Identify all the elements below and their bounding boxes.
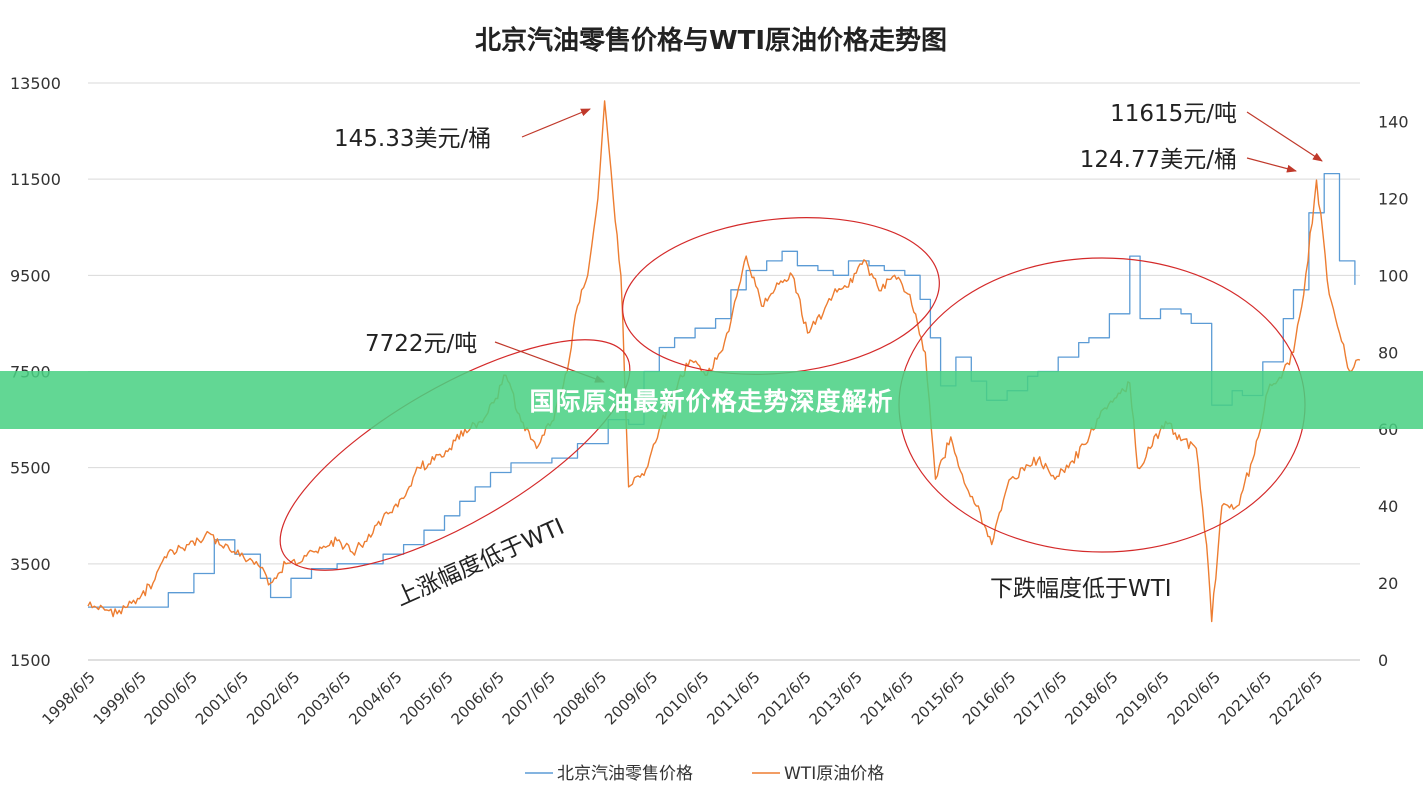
x-tick-label: 2015/6/5: [908, 668, 968, 728]
x-tick-label: 2004/6/5: [345, 668, 405, 728]
title-banner: 国际原油最新价格走势深度解析: [0, 371, 1423, 429]
annotation-fall-note: 下跌幅度低于WTI: [990, 576, 1172, 602]
x-tick-label: 1999/6/5: [90, 668, 150, 728]
y-right-tick-label: 100: [1378, 266, 1409, 285]
y-left-tick-label: 9500: [10, 266, 51, 285]
x-tick-label: 2014/6/5: [857, 668, 917, 728]
legend: 北京汽油零售价格 WTI原油价格: [525, 764, 884, 784]
x-tick-label: 2009/6/5: [601, 668, 661, 728]
x-tick-label: 2010/6/5: [652, 668, 712, 728]
ellipse-plateau: [622, 217, 940, 375]
x-axis: 1998/6/51999/6/52000/6/52001/6/52002/6/5…: [38, 659, 1360, 728]
x-tick-label: 2016/6/5: [959, 668, 1019, 728]
x-tick-label: 1998/6/5: [38, 668, 98, 728]
arrow-wti-peak-2008: [521, 108, 591, 138]
x-tick-label: 2011/6/5: [703, 668, 763, 728]
wti-crude-series-line: [87, 100, 1361, 623]
annotations: 145.33美元/桶 7722元/吨 11615元/吨 124.77美元/桶上涨幅度低…: [334, 101, 1323, 612]
x-tick-label: 2019/6/5: [1113, 668, 1173, 728]
x-tick-label: 2007/6/5: [499, 668, 559, 728]
y-right-tick-label: 80: [1378, 343, 1398, 362]
x-tick-label: 2001/6/5: [192, 668, 252, 728]
chart-title: 北京汽油零售价格与WTI原油价格走势图: [475, 25, 947, 56]
x-tick-label: 2017/6/5: [1010, 668, 1070, 728]
y-right-tick-label: 0: [1378, 651, 1388, 670]
banner-title: 国际原油最新价格走势深度解析: [529, 387, 894, 416]
x-tick-label: 2020/6/5: [1164, 668, 1224, 728]
y-right-tick-label: 40: [1378, 497, 1398, 516]
y-right-tick-label: 20: [1378, 574, 1398, 593]
y-left-tick-label: 1500: [10, 651, 51, 670]
arrow-wti-peak-2022: [1246, 157, 1297, 173]
annotation-beijing-2008: 7722元/吨: [365, 331, 477, 357]
y-right-tick-label: 140: [1378, 112, 1409, 131]
legend-label-wti: WTI原油价格: [784, 764, 884, 784]
annotation-wti-2008-peak: 145.33美元/桶: [334, 126, 491, 152]
annotation-wti-2022-peak: 124.77美元/桶: [1080, 147, 1237, 173]
annotation-rise-note: 上涨幅度低于WTI: [392, 514, 568, 612]
x-tick-label: 2006/6/5: [448, 668, 508, 728]
legend-label-beijing: 北京汽油零售价格: [557, 764, 693, 784]
y-left-tick-label: 13500: [10, 74, 61, 93]
x-tick-label: 2003/6/5: [294, 668, 354, 728]
x-tick-label: 2012/6/5: [755, 668, 815, 728]
y-right-tick-label: 120: [1378, 189, 1409, 208]
x-tick-label: 2021/6/5: [1215, 668, 1275, 728]
x-tick-label: 2000/6/5: [141, 668, 201, 728]
y-left-tick-label: 11500: [10, 170, 61, 189]
x-tick-label: 2013/6/5: [806, 668, 866, 728]
x-tick-label: 2018/6/5: [1061, 668, 1121, 728]
annotation-beijing-2022-peak: 11615元/吨: [1110, 101, 1237, 127]
x-tick-label: 2008/6/5: [550, 668, 610, 728]
y-left-tick-label: 5500: [10, 459, 51, 478]
x-tick-label: 2022/6/5: [1266, 668, 1326, 728]
y-left-tick-label: 3500: [10, 555, 51, 574]
arrow-beijing-peak-2022: [1246, 111, 1323, 162]
x-tick-label: 2002/6/5: [243, 668, 303, 728]
x-tick-label: 2005/6/5: [396, 668, 456, 728]
